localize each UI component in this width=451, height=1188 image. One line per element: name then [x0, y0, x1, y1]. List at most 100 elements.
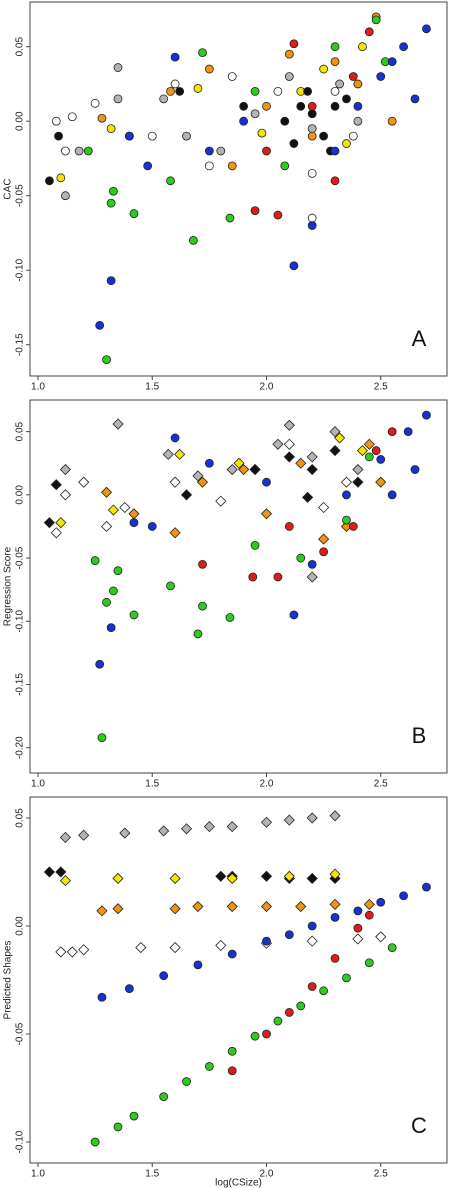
point: [233, 457, 245, 469]
point: [166, 87, 175, 96]
point: [102, 597, 111, 607]
point: [43, 517, 55, 529]
point: [59, 875, 71, 887]
point: [273, 210, 283, 220]
point: [319, 986, 329, 996]
point: [198, 559, 207, 569]
point: [61, 191, 70, 201]
point: [225, 613, 235, 622]
point: [352, 463, 364, 476]
point: [284, 72, 294, 81]
point: [260, 900, 273, 913]
point: [410, 94, 420, 104]
point: [283, 419, 295, 431]
point: [59, 831, 71, 843]
point: [166, 176, 175, 186]
point: [353, 101, 363, 111]
panel-label: A: [412, 326, 427, 351]
point: [66, 946, 78, 958]
point: [348, 72, 358, 81]
point: [284, 522, 294, 531]
point: [90, 98, 100, 108]
point: [135, 942, 147, 954]
point: [215, 495, 227, 507]
point: [169, 903, 181, 915]
point: [159, 1092, 169, 1102]
point: [215, 870, 227, 882]
point: [250, 541, 260, 550]
point: [262, 146, 271, 156]
point: [306, 463, 318, 476]
point: [158, 825, 170, 837]
point: [225, 213, 235, 223]
point: [296, 101, 306, 111]
point: [193, 960, 203, 970]
point: [422, 24, 431, 34]
point: [348, 131, 358, 141]
point: [319, 547, 329, 557]
point: [307, 124, 317, 134]
point: [174, 448, 186, 460]
point: [262, 101, 271, 111]
point: [295, 900, 307, 913]
point: [203, 821, 215, 833]
point: [348, 522, 358, 531]
plot-frame: [29, 399, 448, 774]
y-tick-label: -0.10: [15, 609, 26, 632]
point: [353, 923, 363, 933]
point: [90, 1137, 100, 1147]
point: [375, 931, 387, 943]
point: [59, 489, 71, 501]
x-tick-label: 2.5: [374, 382, 388, 393]
point: [376, 72, 386, 81]
point: [250, 206, 260, 216]
point: [83, 146, 93, 156]
point: [204, 146, 214, 156]
point: [43, 866, 55, 878]
point: [422, 882, 431, 892]
point: [250, 87, 260, 96]
point: [329, 898, 341, 910]
point: [403, 427, 413, 437]
point: [129, 518, 139, 528]
point: [106, 198, 116, 208]
point: [358, 42, 367, 52]
point: [239, 116, 249, 126]
point: [289, 610, 299, 620]
point: [307, 921, 317, 931]
point: [329, 810, 341, 822]
point: [302, 491, 314, 503]
point: [97, 992, 107, 1002]
point: [399, 891, 408, 901]
point: [216, 146, 226, 156]
point: [307, 131, 317, 141]
point: [169, 942, 181, 954]
point: [306, 872, 318, 885]
point: [371, 446, 381, 455]
point: [283, 814, 295, 826]
point: [364, 452, 374, 462]
point: [227, 1046, 237, 1056]
point: [204, 458, 214, 468]
point: [364, 27, 374, 37]
point: [204, 64, 214, 74]
y-tick-label: 0.05: [15, 37, 26, 57]
point: [289, 39, 299, 49]
point: [170, 52, 180, 62]
point: [307, 213, 317, 223]
point: [363, 898, 375, 910]
point: [124, 984, 134, 994]
point: [340, 476, 353, 488]
point: [128, 508, 140, 520]
point: [227, 72, 237, 81]
point: [112, 418, 124, 430]
x-tick-label: 1.0: [31, 1169, 45, 1180]
point: [330, 176, 340, 186]
point: [260, 508, 273, 520]
point: [198, 601, 207, 611]
point: [335, 79, 345, 89]
point: [296, 553, 306, 563]
y-axis-label: CAC: [3, 178, 14, 199]
point: [169, 476, 181, 488]
point: [387, 57, 397, 67]
